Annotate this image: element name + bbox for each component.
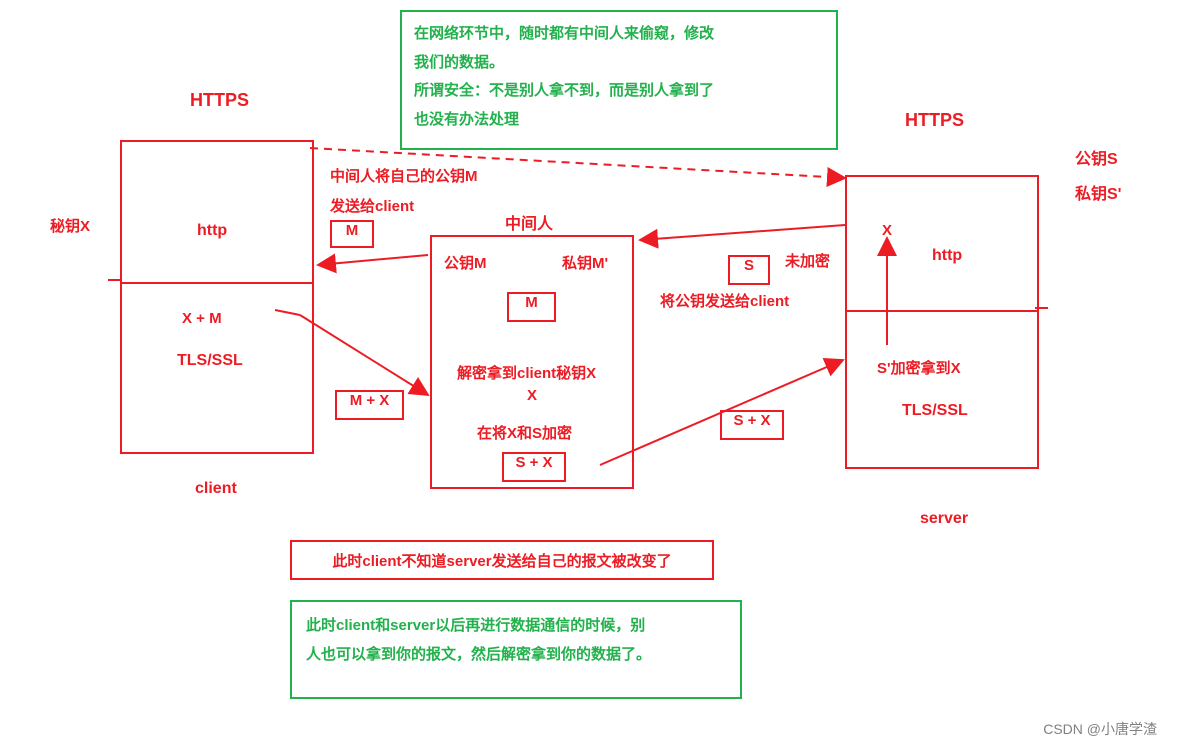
server-divider <box>847 310 1037 312</box>
mitm-decrypt-1: 解密拿到client秘钥X <box>457 362 596 383</box>
server-box: X http S'加密拿到X TLS/SSL <box>845 175 1039 469</box>
red-notice-box: 此时client不知道server发送给自己的报文被改变了 <box>290 540 714 580</box>
client-title: HTTPS <box>190 90 249 111</box>
m-box-2-text: M <box>525 294 538 311</box>
s-box-text: S <box>744 257 754 274</box>
mitm-msg-1b: 发送给client <box>330 195 414 216</box>
mitm-decrypt-2: X <box>527 387 537 404</box>
mitm-privkey: 私钥M' <box>562 252 608 273</box>
mitm-encrypt: 在将X和S加密 <box>477 422 572 443</box>
top-note-line1: 在网络环节中，随时都有中间人来偷窥，修改 <box>414 20 824 49</box>
m-box-1-text: M <box>346 222 359 239</box>
server-privkey: 私钥S' <box>1075 180 1121 204</box>
mitm-box: 公钥M 私钥M' M 解密拿到client秘钥X X 在将X和S加密 S + X <box>430 235 634 489</box>
s-box: S <box>728 255 770 285</box>
client-http: http <box>197 222 227 240</box>
server-s-encrypt: S'加密拿到X <box>877 357 961 378</box>
server-http: http <box>932 247 962 265</box>
client-divider <box>122 282 312 284</box>
bottom-note-line1: 此时client和server以后再进行数据通信的时候，别 <box>306 612 726 641</box>
sx-box-inner: S + X <box>502 452 566 482</box>
server-send-pubkey: 将公钥发送给client <box>660 290 789 311</box>
server-x: X <box>882 222 892 239</box>
server-title: HTTPS <box>905 110 964 131</box>
m-box-1: M <box>330 220 374 248</box>
mitm-pubkey: 公钥M <box>444 252 487 273</box>
mx-box-text: M + X <box>350 392 390 409</box>
server-pubkey: 公钥S <box>1075 145 1118 169</box>
client-xm: X + M <box>182 310 222 327</box>
server-unencrypted: 未加密 <box>785 250 830 271</box>
sx-box-inner-text: S + X <box>515 454 552 471</box>
bottom-note-line2: 人也可以拿到你的报文，然后解密拿到你的数据了。 <box>306 641 726 670</box>
client-secret-key: 秘钥X <box>50 215 90 236</box>
top-note-line2: 我们的数据。 <box>414 49 824 78</box>
server-label: server <box>920 510 968 528</box>
client-box: http X + M TLS/SSL <box>120 140 314 454</box>
mx-box: M + X <box>335 390 404 420</box>
bottom-note-box: 此时client和server以后再进行数据通信的时候，别 人也可以拿到你的报文… <box>290 600 742 699</box>
m-box-2: M <box>507 292 556 322</box>
mitm-title: 中间人 <box>505 210 553 234</box>
sx-box-right: S + X <box>720 410 784 440</box>
top-note-line4: 也没有办法处理 <box>414 106 824 135</box>
watermark: CSDN @小唐学渣 <box>1043 719 1157 739</box>
sx-box-right-text: S + X <box>733 412 770 429</box>
top-note-box: 在网络环节中，随时都有中间人来偷窥，修改 我们的数据。 所谓安全：不是别人拿不到… <box>400 10 838 150</box>
top-note-line3: 所谓安全：不是别人拿不到，而是别人拿到了 <box>414 77 824 106</box>
red-notice-text: 此时client不知道server发送给自己的报文被改变了 <box>332 550 671 571</box>
mitm-msg-1a: 中间人将自己的公钥M <box>330 165 478 186</box>
client-label: client <box>195 480 237 498</box>
client-tls: TLS/SSL <box>177 352 243 370</box>
server-tls: TLS/SSL <box>902 402 968 420</box>
